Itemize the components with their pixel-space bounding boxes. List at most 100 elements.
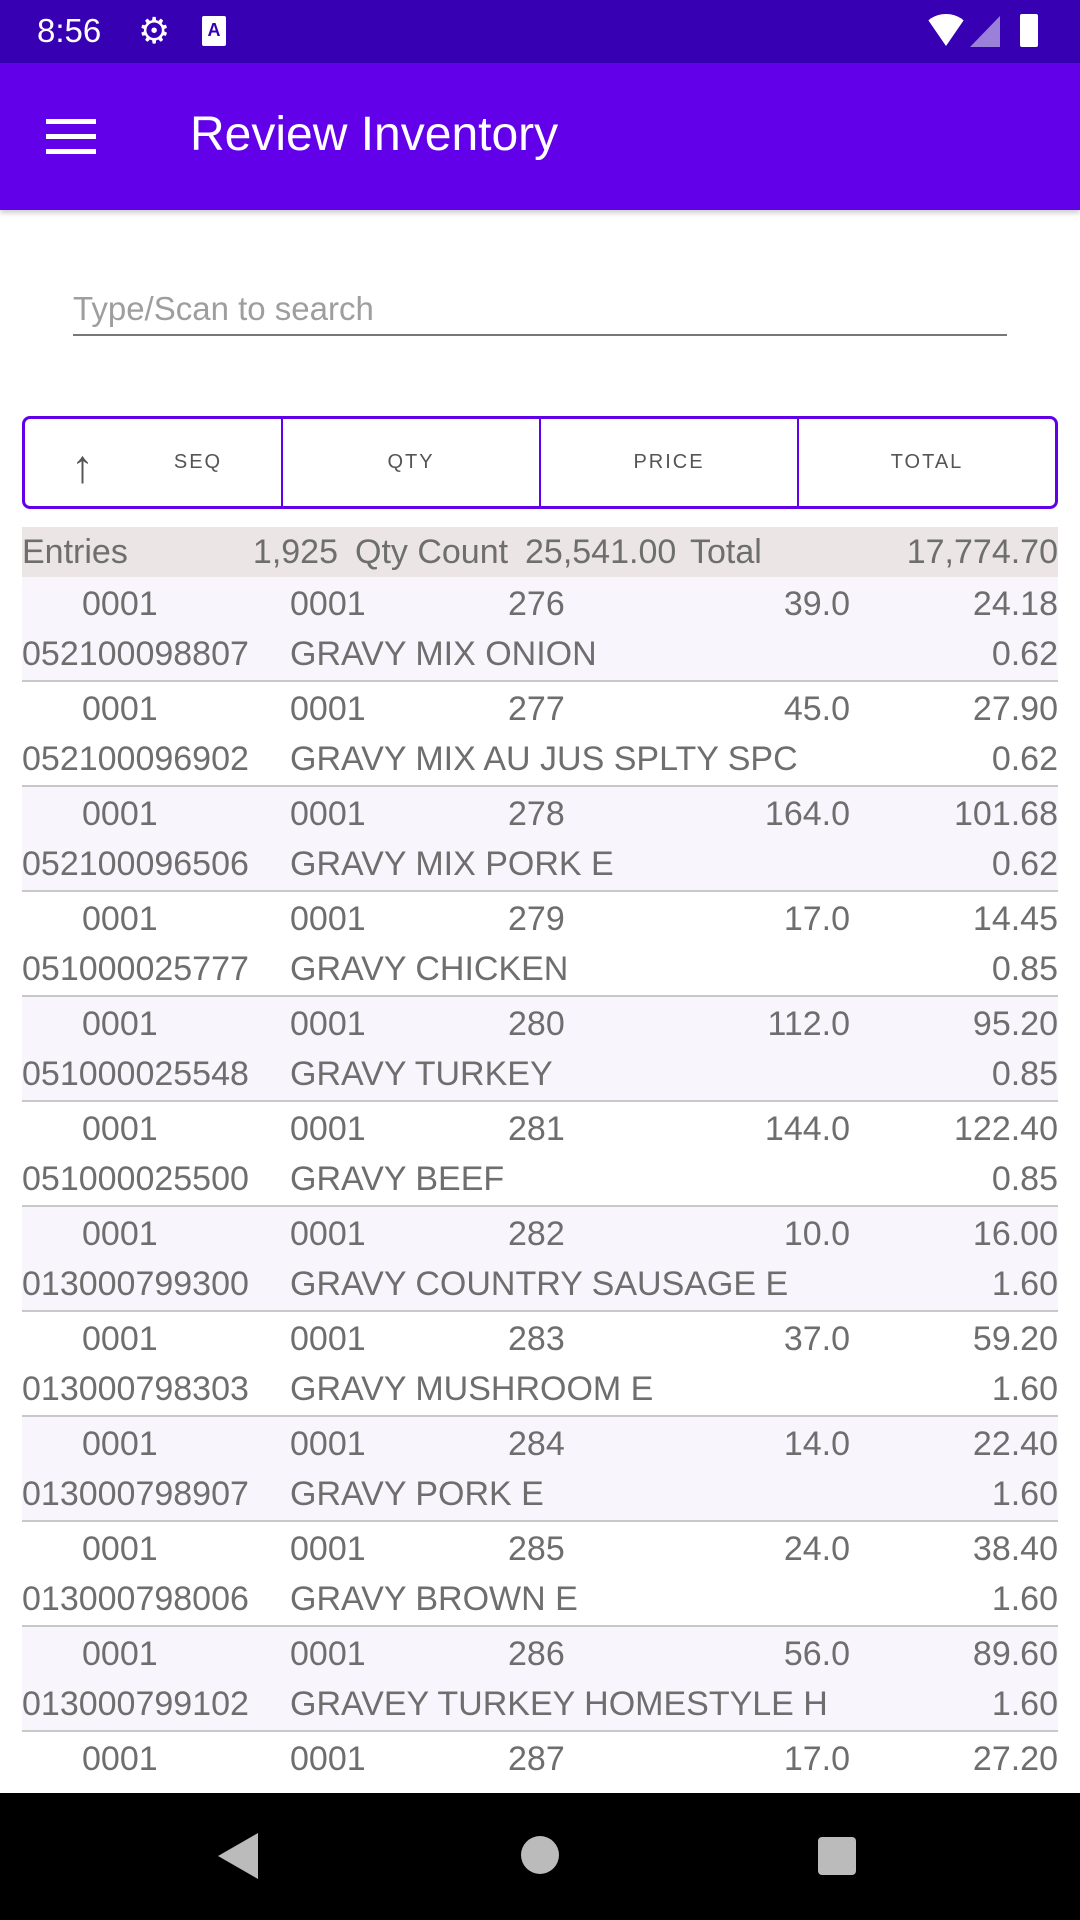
upc-code: 052100098807 bbox=[22, 635, 249, 673]
col-a: 0001 bbox=[82, 1530, 158, 1568]
table-row[interactable]: 0001 0001 276 39.0 24.18 052100098807 GRAVY MI… bbox=[22, 577, 1058, 682]
signal-icon bbox=[970, 16, 1000, 47]
search-input[interactable] bbox=[73, 280, 1007, 336]
upc-code: 051000025777 bbox=[22, 950, 249, 988]
quantity: 24.0 bbox=[783, 1530, 850, 1568]
col-b: 0001 bbox=[290, 1530, 366, 1568]
col-a: 0001 bbox=[82, 900, 158, 938]
quantity: 37.0 bbox=[783, 1320, 850, 1358]
summary-row: Entries 1,925 Qty Count 25,541.00 Total … bbox=[22, 527, 1058, 577]
sort-total-button[interactable]: TOTAL bbox=[799, 419, 1055, 506]
unit-price: 0.85 bbox=[991, 1160, 1058, 1198]
unit-price: 0.62 bbox=[991, 845, 1058, 883]
upc-code: 052100096506 bbox=[22, 845, 249, 883]
quantity: 144.0 bbox=[764, 1110, 850, 1148]
sort-qty-label: QTY bbox=[387, 451, 435, 473]
battery-icon bbox=[1020, 14, 1038, 47]
col-b: 0001 bbox=[290, 1215, 366, 1253]
quantity: 14.0 bbox=[783, 1425, 850, 1463]
col-b: 0001 bbox=[290, 900, 366, 938]
col-b: 0001 bbox=[290, 1740, 366, 1778]
table-row[interactable]: 0001 0001 277 45.0 27.90 052100096902 GRAVY MI… bbox=[22, 682, 1058, 787]
total-label: Total bbox=[690, 533, 762, 571]
navigation-bar bbox=[0, 1793, 1080, 1920]
item-description: GRAVY COUNTRY SAUSAGE E bbox=[290, 1265, 789, 1303]
item-description: GRAVY MUSHROOM E bbox=[290, 1370, 654, 1408]
unit-price: 1.60 bbox=[991, 1370, 1058, 1408]
sort-seq-button[interactable]: ↑ SEQ bbox=[25, 419, 283, 506]
app-bar: Review Inventory bbox=[0, 63, 1080, 210]
arrow-up-icon: ↑ bbox=[71, 440, 96, 492]
line-total: 101.68 bbox=[954, 795, 1058, 833]
quantity: 17.0 bbox=[783, 900, 850, 938]
unit-price: 1.60 bbox=[991, 1580, 1058, 1618]
item-description: GRAVY CHICKEN bbox=[290, 950, 569, 988]
line-total: 27.90 bbox=[972, 690, 1058, 728]
table-row[interactable]: 0001 0001 285 24.0 38.40 013000798006 GRAVY BR… bbox=[22, 1522, 1058, 1627]
hamburger-icon[interactable] bbox=[46, 119, 96, 155]
col-b: 0001 bbox=[290, 1005, 366, 1043]
col-a: 0001 bbox=[82, 795, 158, 833]
status-bar: 8:56 ⚙ A bbox=[0, 0, 1080, 63]
table-row[interactable]: 0001 0001 282 10.0 16.00 013000799300 GRAVY CO… bbox=[22, 1207, 1058, 1312]
entries-label: Entries bbox=[22, 533, 128, 571]
seq-number: 281 bbox=[508, 1110, 565, 1148]
table-row[interactable]: 0001 0001 279 17.0 14.45 051000025777 GRAVY CH… bbox=[22, 892, 1058, 997]
sort-seq-label: SEQ bbox=[173, 451, 223, 473]
seq-number: 284 bbox=[508, 1425, 565, 1463]
qty-count-label: Qty Count bbox=[355, 533, 509, 571]
sort-qty-button[interactable]: QTY bbox=[283, 419, 541, 506]
table-row[interactable]: 0001 0001 284 14.0 22.40 013000798907 GRAVY PO… bbox=[22, 1417, 1058, 1522]
item-description: GRAVY BEEF bbox=[290, 1160, 505, 1198]
seq-number: 286 bbox=[508, 1635, 565, 1673]
quantity: 17.0 bbox=[783, 1740, 850, 1778]
upc-code: 013000799300 bbox=[22, 1265, 249, 1303]
col-a: 0001 bbox=[82, 1740, 158, 1778]
line-total: 22.40 bbox=[972, 1425, 1058, 1463]
table-row[interactable]: 0001 0001 281 144.0 122.40 051000025500 GRAVY … bbox=[22, 1102, 1058, 1207]
entries-value: 1,925 bbox=[252, 533, 338, 571]
back-icon[interactable] bbox=[218, 1833, 258, 1879]
unit-price: 1.60 bbox=[991, 1265, 1058, 1303]
unit-price: 0.62 bbox=[991, 635, 1058, 673]
upc-code: 052100096902 bbox=[22, 740, 249, 778]
quantity: 164.0 bbox=[764, 795, 850, 833]
col-a: 0001 bbox=[82, 1320, 158, 1358]
sort-price-label: PRICE bbox=[633, 451, 705, 473]
unit-price: 0.85 bbox=[991, 1055, 1058, 1093]
upc-code: 051000025548 bbox=[22, 1055, 249, 1093]
table-row[interactable]: 0001 0001 283 37.0 59.20 013000798303 GRAVY MU… bbox=[22, 1312, 1058, 1417]
recents-icon[interactable] bbox=[818, 1837, 856, 1875]
line-total: 27.20 bbox=[972, 1740, 1058, 1778]
inventory-list[interactable]: 0001 0001 276 39.0 24.18 052100098807 GRAVY MI… bbox=[22, 577, 1058, 1793]
col-b: 0001 bbox=[290, 1425, 366, 1463]
line-total: 59.20 bbox=[972, 1320, 1058, 1358]
item-description: GRAVY MIX ONION bbox=[290, 635, 597, 673]
table-row[interactable]: 0001 0001 280 112.0 95.20 051000025548 GRAVY T… bbox=[22, 997, 1058, 1102]
table-row[interactable]: 0001 0001 286 56.0 89.60 013000799102 GRAVEY T… bbox=[22, 1627, 1058, 1732]
line-total: 16.00 bbox=[972, 1215, 1058, 1253]
col-a: 0001 bbox=[82, 585, 158, 623]
seq-number: 278 bbox=[508, 795, 565, 833]
sort-total-label: TOTAL bbox=[890, 451, 964, 473]
quantity: 112.0 bbox=[767, 1005, 850, 1043]
col-b: 0001 bbox=[290, 690, 366, 728]
unit-price: 1.60 bbox=[991, 1685, 1058, 1723]
table-row[interactable]: 0001 0001 278 164.0 101.68 052100096506 GRAVY … bbox=[22, 787, 1058, 892]
col-b: 0001 bbox=[290, 795, 366, 833]
quantity: 39.0 bbox=[783, 585, 850, 623]
seq-number: 283 bbox=[508, 1320, 565, 1358]
home-icon[interactable] bbox=[521, 1836, 559, 1874]
wifi-icon bbox=[924, 14, 968, 46]
page-title: Review Inventory bbox=[190, 108, 559, 161]
upc-code: 013000799102 bbox=[22, 1685, 249, 1723]
quantity: 56.0 bbox=[783, 1635, 850, 1673]
line-total: 24.18 bbox=[972, 585, 1058, 623]
quantity: 45.0 bbox=[783, 690, 850, 728]
table-row[interactable]: 0001 0001 287 17.0 27.20 bbox=[22, 1732, 1058, 1793]
line-total: 14.45 bbox=[972, 900, 1058, 938]
col-a: 0001 bbox=[82, 1425, 158, 1463]
item-description: GRAVY BROWN E bbox=[290, 1580, 578, 1618]
sort-price-button[interactable]: PRICE bbox=[541, 419, 799, 506]
sort-bar: ↑ SEQ QTY PRICE TOTAL bbox=[22, 416, 1058, 509]
